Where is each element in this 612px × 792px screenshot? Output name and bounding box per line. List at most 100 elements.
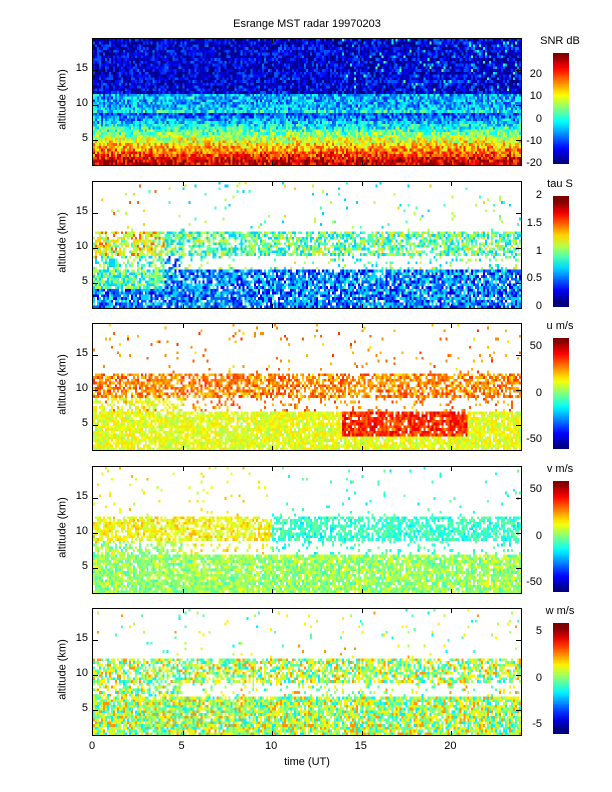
x-tick-mark — [182, 731, 184, 735]
y-tick-mark — [516, 567, 521, 569]
colorbar-tick-label: 0 — [535, 671, 542, 684]
colorbar-tick-label: -5 — [532, 717, 542, 730]
y-tick-label: 5 — [81, 559, 88, 572]
colorbar-tick-label: -50 — [526, 432, 542, 445]
x-tick-mark — [361, 609, 363, 613]
colorbar-label: u m/s — [546, 320, 574, 332]
colorbar-tick-label: 5 — [535, 625, 542, 638]
x-tick-mark — [361, 324, 363, 328]
colorbar-tick-label: 0.5 — [526, 272, 542, 285]
heatmap-panel-4: altitude (km) — [57, 466, 522, 594]
colorbar-canvas — [553, 623, 569, 734]
heatmap-canvas-4 — [93, 467, 521, 593]
heatmap-panel-5: altitude (km) — [57, 608, 522, 736]
x-tick-mark — [361, 161, 363, 165]
x-tick-mark — [451, 589, 453, 593]
y-tick-mark — [93, 354, 98, 356]
colorbar-label: tau S — [547, 178, 573, 190]
colorbar-5 — [553, 623, 569, 734]
y-tick-mark — [516, 639, 521, 641]
y-tick-mark — [93, 674, 98, 676]
heatmap-panel-2: altitude (km) — [57, 181, 522, 309]
y-tick-mark — [93, 69, 98, 71]
x-tick-mark — [272, 39, 274, 43]
colorbar-canvas — [553, 338, 569, 449]
y-tick-label: 10 — [75, 239, 88, 252]
y-tick-mark — [516, 282, 521, 284]
x-tick-label: 5 — [178, 740, 185, 752]
heatmap-panel-1: altitude (km) — [57, 38, 522, 166]
y-tick-label: 15 — [75, 489, 88, 502]
x-tick-mark — [272, 304, 274, 308]
heatmap-canvas-3 — [93, 324, 521, 450]
x-tick-mark — [451, 304, 453, 308]
x-tick-mark — [182, 467, 184, 471]
x-tick-mark — [272, 446, 274, 450]
heatmap-panel-3: altitude (km) — [57, 323, 522, 451]
y-tick-mark — [93, 247, 98, 249]
x-tick-mark — [182, 446, 184, 450]
colorbar-tick-label: -10 — [526, 134, 542, 147]
x-tick-mark — [182, 161, 184, 165]
heatmap-canvas-2 — [93, 182, 521, 308]
x-tick-mark — [182, 182, 184, 186]
colorbar-tick-label: 1 — [535, 244, 542, 257]
x-tick-label: 15 — [354, 740, 367, 752]
x-tick-label: 10 — [265, 740, 278, 752]
x-tick-mark — [361, 39, 363, 43]
y-tick-mark — [516, 532, 521, 534]
y-tick-mark — [93, 104, 98, 106]
colorbar-tick-label: 50 — [529, 483, 542, 496]
colorbar-tick-label: 2 — [535, 189, 542, 201]
x-axis-label: time (UT) — [284, 756, 330, 768]
y-tick-mark — [516, 709, 521, 711]
y-tick-mark — [93, 212, 98, 214]
y-tick-mark — [93, 567, 98, 569]
x-tick-mark — [182, 324, 184, 328]
y-tick-mark — [516, 69, 521, 71]
y-tick-mark — [516, 354, 521, 356]
y-tick-label: 5 — [81, 274, 88, 287]
colorbar-tick-label: 0 — [535, 300, 542, 312]
x-tick-label: 20 — [444, 740, 457, 752]
y-tick-mark — [93, 709, 98, 711]
colorbar-canvas — [553, 481, 569, 592]
x-tick-mark — [272, 467, 274, 471]
colorbar-tick-label: 0 — [535, 112, 542, 125]
y-tick-label: 15 — [75, 631, 88, 644]
x-tick-mark — [182, 304, 184, 308]
y-tick-mark — [93, 639, 98, 641]
y-tick-label: 10 — [75, 524, 88, 537]
colorbar-tick-label: 0 — [535, 386, 542, 399]
y-tick-mark — [516, 674, 521, 676]
y-tick-label: 5 — [81, 701, 88, 714]
y-tick-mark — [516, 424, 521, 426]
x-tick-mark — [451, 467, 453, 471]
x-tick-mark — [182, 589, 184, 593]
y-axis-label: altitude (km) — [56, 639, 69, 700]
y-tick-mark — [93, 424, 98, 426]
x-tick-mark — [361, 731, 363, 735]
colorbar-4 — [553, 481, 569, 592]
y-tick-mark — [516, 389, 521, 391]
chart-title: Esrange MST radar 19970203 — [233, 18, 381, 30]
colorbar-tick-label: -50 — [526, 575, 542, 588]
y-tick-label: 5 — [81, 416, 88, 429]
y-axis-label: altitude (km) — [56, 69, 69, 130]
colorbar-tick-label: 0 — [535, 529, 542, 542]
x-tick-mark — [451, 324, 453, 328]
x-tick-mark — [451, 39, 453, 43]
heatmap-canvas-5 — [93, 609, 521, 735]
colorbar-3 — [553, 338, 569, 449]
y-tick-label: 15 — [75, 61, 88, 74]
y-tick-mark — [516, 247, 521, 249]
y-tick-label: 10 — [75, 381, 88, 394]
colorbar-label: w m/s — [545, 605, 575, 617]
x-tick-mark — [361, 589, 363, 593]
x-tick-mark — [361, 182, 363, 186]
y-tick-label: 15 — [75, 204, 88, 217]
x-tick-mark — [451, 182, 453, 186]
x-tick-mark — [451, 446, 453, 450]
y-tick-mark — [93, 282, 98, 284]
x-tick-mark — [182, 609, 184, 613]
